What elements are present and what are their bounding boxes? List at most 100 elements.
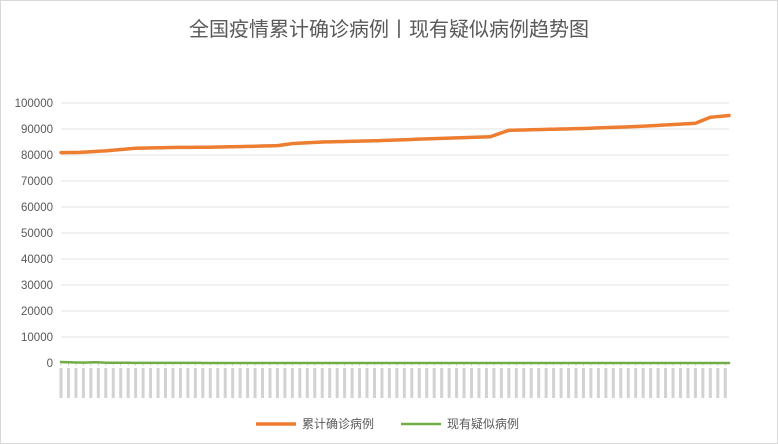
x-tick-label-glyph xyxy=(567,368,571,398)
x-tick-label-glyph xyxy=(619,368,623,398)
x-tick-label-glyph xyxy=(171,368,175,398)
x-tick-label-glyph xyxy=(59,368,63,398)
x-tick-label-glyph xyxy=(193,368,197,398)
x-tick-label-glyph xyxy=(201,368,205,398)
x-tick-label-glyph xyxy=(231,368,235,398)
x-tick-label-glyph xyxy=(537,368,541,398)
y-tick-label: 60000 xyxy=(21,202,53,214)
x-tick-label-glyph xyxy=(611,368,615,398)
x-tick-label-glyph xyxy=(514,368,518,398)
x-tick-label-glyph xyxy=(470,368,474,398)
y-tick-label: 0 xyxy=(47,358,53,370)
x-tick-label-glyph xyxy=(290,368,294,398)
x-tick-label-glyph xyxy=(365,368,369,398)
x-tick-label-glyph xyxy=(425,368,429,398)
x-tick-label-glyph xyxy=(693,368,697,398)
x-tick-label-glyph xyxy=(656,368,660,398)
x-tick-label-glyph xyxy=(708,368,712,398)
x-tick-label-glyph xyxy=(678,368,682,398)
x-tick-label-glyph xyxy=(723,368,727,398)
legend: 累计确诊病例 现有疑似病例 xyxy=(256,416,519,431)
x-tick-label-glyph xyxy=(261,368,265,398)
x-tick-label-glyph xyxy=(447,368,451,398)
x-tick-label-glyph xyxy=(89,368,93,398)
x-tick-label-glyph xyxy=(380,368,384,398)
x-tick-label-glyph xyxy=(275,368,279,398)
x-tick-label-glyph xyxy=(499,368,503,398)
x-tick-label-glyph xyxy=(208,368,212,398)
series-lines xyxy=(59,113,731,365)
x-tick-label-glyph xyxy=(328,368,332,398)
x-tick-label-glyph xyxy=(544,368,548,398)
y-tick-label: 30000 xyxy=(21,280,53,292)
y-axis-ticks: 0 10000 20000 30000 40000 50000 60000 70000 8000… xyxy=(15,98,53,370)
y-tick-label: 50000 xyxy=(21,228,53,240)
y-tick-label: 100000 xyxy=(15,98,53,110)
x-tick-label-glyph xyxy=(253,368,257,398)
x-tick-label-glyph xyxy=(410,368,414,398)
x-tick-label-glyph xyxy=(589,368,593,398)
x-tick-label-glyph xyxy=(649,368,653,398)
x-tick-label-glyph xyxy=(216,368,220,398)
x-tick-label-glyph xyxy=(626,368,630,398)
legend-label: 累计确诊病例 xyxy=(302,416,374,431)
x-tick-label-glyph xyxy=(671,368,675,398)
x-tick-label-glyph xyxy=(104,368,108,398)
x-tick-label-glyph xyxy=(432,368,436,398)
x-tick-label-glyph xyxy=(686,368,690,398)
x-tick-label-glyph xyxy=(119,368,123,398)
x-tick-label-glyph xyxy=(141,368,145,398)
x-tick-label-glyph xyxy=(186,368,190,398)
x-tick-label-glyph xyxy=(320,368,324,398)
x-tick-label-glyph xyxy=(581,368,585,398)
x-tick-label-glyph xyxy=(507,368,511,398)
x-tick-label-glyph xyxy=(701,368,705,398)
series-line-suspected xyxy=(59,360,731,365)
gridlines xyxy=(61,102,729,364)
y-tick-label: 80000 xyxy=(21,150,53,162)
x-tick-label-glyph xyxy=(268,368,272,398)
x-tick-label-glyph xyxy=(96,368,100,398)
x-tick-label-glyph xyxy=(462,368,466,398)
x-tick-label-glyph xyxy=(574,368,578,398)
x-tick-label-glyph xyxy=(111,368,115,398)
x-tick-label-glyph xyxy=(440,368,444,398)
x-tick-label-glyph xyxy=(134,368,138,398)
x-tick-label-glyph xyxy=(74,368,78,398)
y-tick-label: 90000 xyxy=(21,124,53,136)
x-tick-label-glyph xyxy=(477,368,481,398)
x-tick-label-glyph xyxy=(305,368,309,398)
x-tick-label-glyph xyxy=(66,368,70,398)
x-tick-label-glyph xyxy=(313,368,317,398)
x-tick-label-glyph xyxy=(178,368,182,398)
x-tick-label-glyph xyxy=(372,368,376,398)
x-tick-label-glyph xyxy=(522,368,526,398)
x-tick-label-glyph xyxy=(596,368,600,398)
x-tick-label-glyph xyxy=(149,368,153,398)
x-tick-label-glyph xyxy=(664,368,668,398)
x-tick-label-glyph xyxy=(335,368,339,398)
x-tick-label-glyph xyxy=(358,368,362,398)
x-tick-label-glyph xyxy=(343,368,347,398)
x-tick-label-glyph xyxy=(223,368,227,398)
x-tick-label-glyph xyxy=(455,368,459,398)
x-tick-label-glyph xyxy=(156,368,160,398)
y-tick-label: 40000 xyxy=(21,254,53,266)
x-tick-label-glyph xyxy=(552,368,556,398)
x-tick-label-glyph xyxy=(634,368,638,398)
x-tick-label-glyph xyxy=(387,368,391,398)
chart-title: 全国疫情累计确诊病例丨现有疑似病例趋势图 xyxy=(189,17,589,41)
y-tick-label: 70000 xyxy=(21,176,53,188)
x-tick-label-glyph xyxy=(298,368,302,398)
x-tick-label-glyph xyxy=(395,368,399,398)
x-tick-label-glyph xyxy=(238,368,242,398)
x-tick-label-glyph xyxy=(417,368,421,398)
x-tick-label-glyph xyxy=(163,368,167,398)
x-tick-label-glyph xyxy=(604,368,608,398)
x-tick-label-glyph xyxy=(402,368,406,398)
x-tick-label-glyph xyxy=(559,368,563,398)
y-tick-label: 10000 xyxy=(21,332,53,344)
x-tick-label-glyph xyxy=(492,368,496,398)
x-tick-label-glyph xyxy=(529,368,533,398)
